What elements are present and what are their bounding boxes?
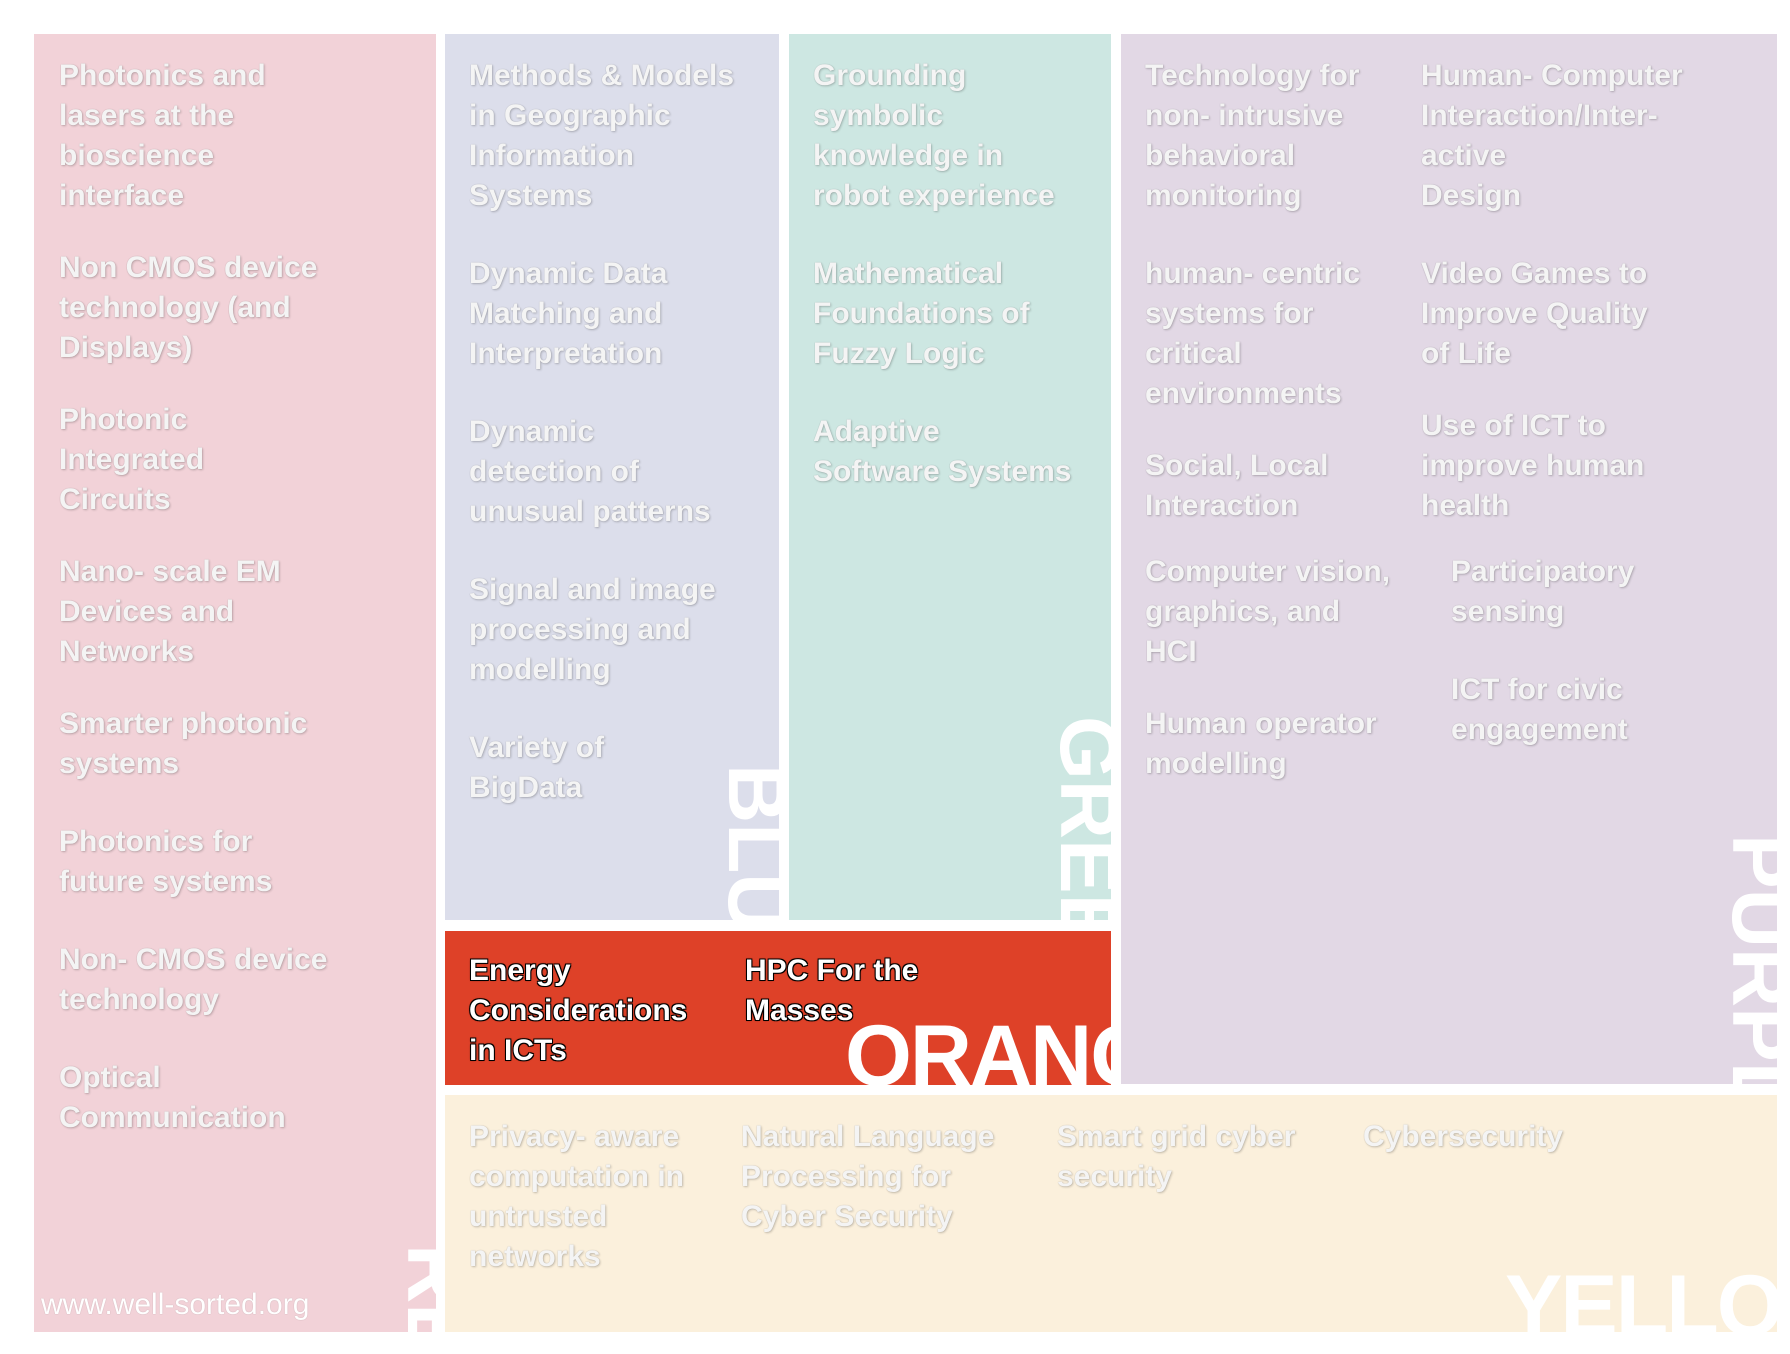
orange-label: ORANGE bbox=[845, 1008, 1111, 1085]
red-item: Non- CMOS device technology bbox=[59, 943, 328, 1016]
red-label: RED bbox=[390, 1244, 436, 1332]
orange-item: Energy Considerations in ICTs bbox=[469, 954, 688, 1067]
purple-label: PURPLE bbox=[1715, 834, 1777, 1084]
green-item: Grounding symbolic knowledge in robot ex… bbox=[813, 59, 1055, 212]
purple-panel: Technology for non- intrusive behavioral… bbox=[1121, 34, 1777, 1084]
purple-item: Technology for non- intrusive behavioral… bbox=[1145, 59, 1360, 212]
purple-item: Video Games to Improve Quality of Life bbox=[1421, 257, 1648, 370]
yellow-label: YELLOW bbox=[1505, 1258, 1777, 1332]
red-item: Photonic Integrated Circuits bbox=[59, 403, 205, 516]
orange-item: HPC For the Masses bbox=[745, 954, 919, 1027]
green-label: GREEN bbox=[1043, 716, 1111, 920]
purple-item: Human- Computer Interaction/Inter- activ… bbox=[1421, 59, 1683, 212]
blue-item: Dynamic Data Matching and Interpretation bbox=[469, 257, 668, 370]
orange-panel: Energy Considerations in ICTs HPC For th… bbox=[445, 931, 1111, 1085]
blue-item: Variety of BigData bbox=[469, 731, 605, 804]
yellow-item: Privacy- aware computation in untrusted … bbox=[469, 1120, 684, 1273]
blue-item: Signal and image processing and modellin… bbox=[469, 573, 716, 686]
yellow-item: Cybersecurity bbox=[1363, 1120, 1564, 1153]
blue-panel: Methods & Models in Geographic Informati… bbox=[445, 34, 779, 920]
website-url: www.well-sorted.org bbox=[41, 1288, 310, 1321]
blue-item: Dynamic detection of unusual patterns bbox=[469, 415, 711, 528]
red-item: Photonics and lasers at the bioscience i… bbox=[59, 59, 266, 212]
red-item: Non CMOS device technology (and Displays… bbox=[59, 251, 318, 364]
purple-item: Use of ICT to improve human health bbox=[1421, 409, 1645, 522]
purple-item: Social, Local Interaction bbox=[1145, 449, 1329, 522]
yellow-panel: Privacy- aware computation in untrusted … bbox=[445, 1095, 1777, 1332]
purple-item: human- centric systems for critical envi… bbox=[1145, 257, 1361, 410]
yellow-item: Natural Language Processing for Cyber Se… bbox=[741, 1120, 995, 1233]
red-item: Nano- scale EM Devices and Networks bbox=[59, 555, 281, 668]
blue-label: BLUE bbox=[711, 764, 779, 920]
red-panel: Photonics and lasers at the bioscience i… bbox=[34, 34, 436, 1332]
red-item: Optical Communication bbox=[59, 1061, 286, 1134]
purple-item: Computer vision, graphics, and HCI bbox=[1145, 555, 1391, 668]
yellow-item: Smart grid cyber security bbox=[1057, 1120, 1296, 1193]
green-item: Mathematical Foundations of Fuzzy Logic bbox=[813, 257, 1030, 370]
purple-item: Participatory sensing bbox=[1451, 555, 1635, 628]
purple-item: ICT for civic engagement bbox=[1451, 673, 1628, 746]
green-item: Adaptive Software Systems bbox=[813, 415, 1072, 488]
green-panel: Grounding symbolic knowledge in robot ex… bbox=[789, 34, 1111, 920]
purple-item: Human operator modelling bbox=[1145, 707, 1377, 780]
blue-item: Methods & Models in Geographic Informati… bbox=[469, 59, 735, 212]
red-item: Photonics for future systems bbox=[59, 825, 273, 898]
red-item: Smarter photonic systems bbox=[59, 707, 308, 780]
